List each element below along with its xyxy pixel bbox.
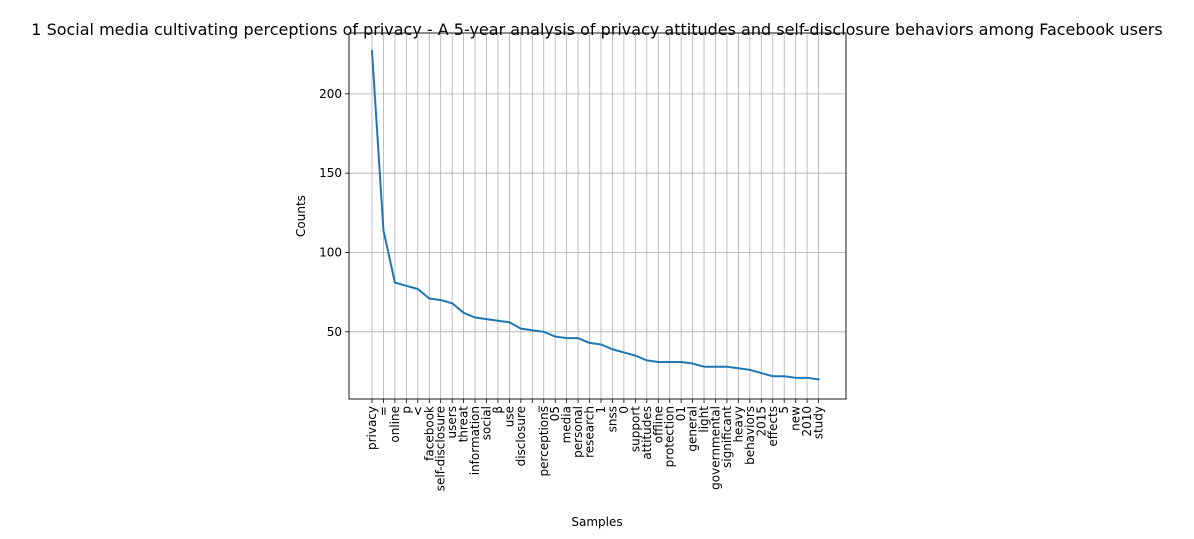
y-axis: 50 100 150 200 [319, 87, 349, 339]
x-tick-label: 05 [548, 406, 562, 421]
x-tick-label: perceptions [537, 406, 551, 477]
x-tick-label: protection [663, 406, 677, 467]
x-tick-label: general [686, 406, 700, 452]
x-tick-label: 01 [674, 406, 688, 421]
y-tick-label: 150 [319, 166, 342, 180]
x-axis-label: Samples [571, 515, 622, 529]
x-tick-label: effects [766, 406, 780, 447]
y-tick-label: 200 [319, 87, 342, 101]
x-tick-label: threat [457, 406, 471, 443]
x-tick-label: media [560, 406, 574, 443]
x-tick-label: information [468, 406, 482, 475]
x-tick-label: online [388, 406, 402, 443]
x-tick-label: support [628, 406, 642, 452]
plot-area-frame [348, 32, 847, 400]
x-tick-label: p [399, 406, 413, 414]
series-layer [370, 49, 820, 381]
grid-lines [349, 33, 846, 399]
x-tick-label: social [480, 406, 494, 440]
x-tick-label: study [812, 406, 826, 439]
x-tick-label: use [502, 406, 516, 427]
x-tick-label: offline [651, 406, 665, 443]
y-tick-label: 100 [319, 245, 342, 259]
x-tick-label: 2015 [754, 406, 768, 437]
x-tick-label: significant [720, 406, 734, 468]
x-tick-label: heavy [731, 406, 745, 443]
x-tick-label: self-disclosure [434, 406, 448, 491]
x-tick-label: facebook [422, 406, 436, 461]
x-tick-label: 2010 [800, 406, 814, 437]
x-tick-label: snss [605, 406, 619, 432]
x-tick-label: governmental [709, 406, 723, 490]
chart-title: 1 Social media cultivating perceptions o… [31, 20, 1162, 39]
x-tick-label: light [697, 406, 711, 433]
x-tick-label: research [583, 406, 597, 458]
x-tick-label: 5 [777, 406, 791, 414]
x-tick-label: disclosure [514, 406, 528, 466]
y-axis-label: Counts [294, 195, 308, 237]
x-tick-label: < [411, 406, 425, 416]
series-line [370, 49, 820, 381]
x-tick-label: = [376, 406, 390, 416]
x-axis: privacy=onlinep<facebookself-disclosureu… [365, 399, 826, 491]
x-tick-label: behaviors [743, 406, 757, 465]
x-tick-label: new [789, 406, 803, 431]
x-tick-label: attitudes [640, 406, 654, 460]
x-tick-label: privacy [365, 406, 379, 450]
x-tick-label: 0 [617, 406, 631, 414]
x-tick-label: 1 [594, 406, 608, 414]
x-tick-label: users [445, 406, 459, 438]
x-tick-label: β [491, 406, 505, 414]
x-tick-label: _ [525, 405, 539, 413]
x-tick-label: personal [571, 406, 585, 458]
y-tick-label: 50 [327, 325, 342, 339]
